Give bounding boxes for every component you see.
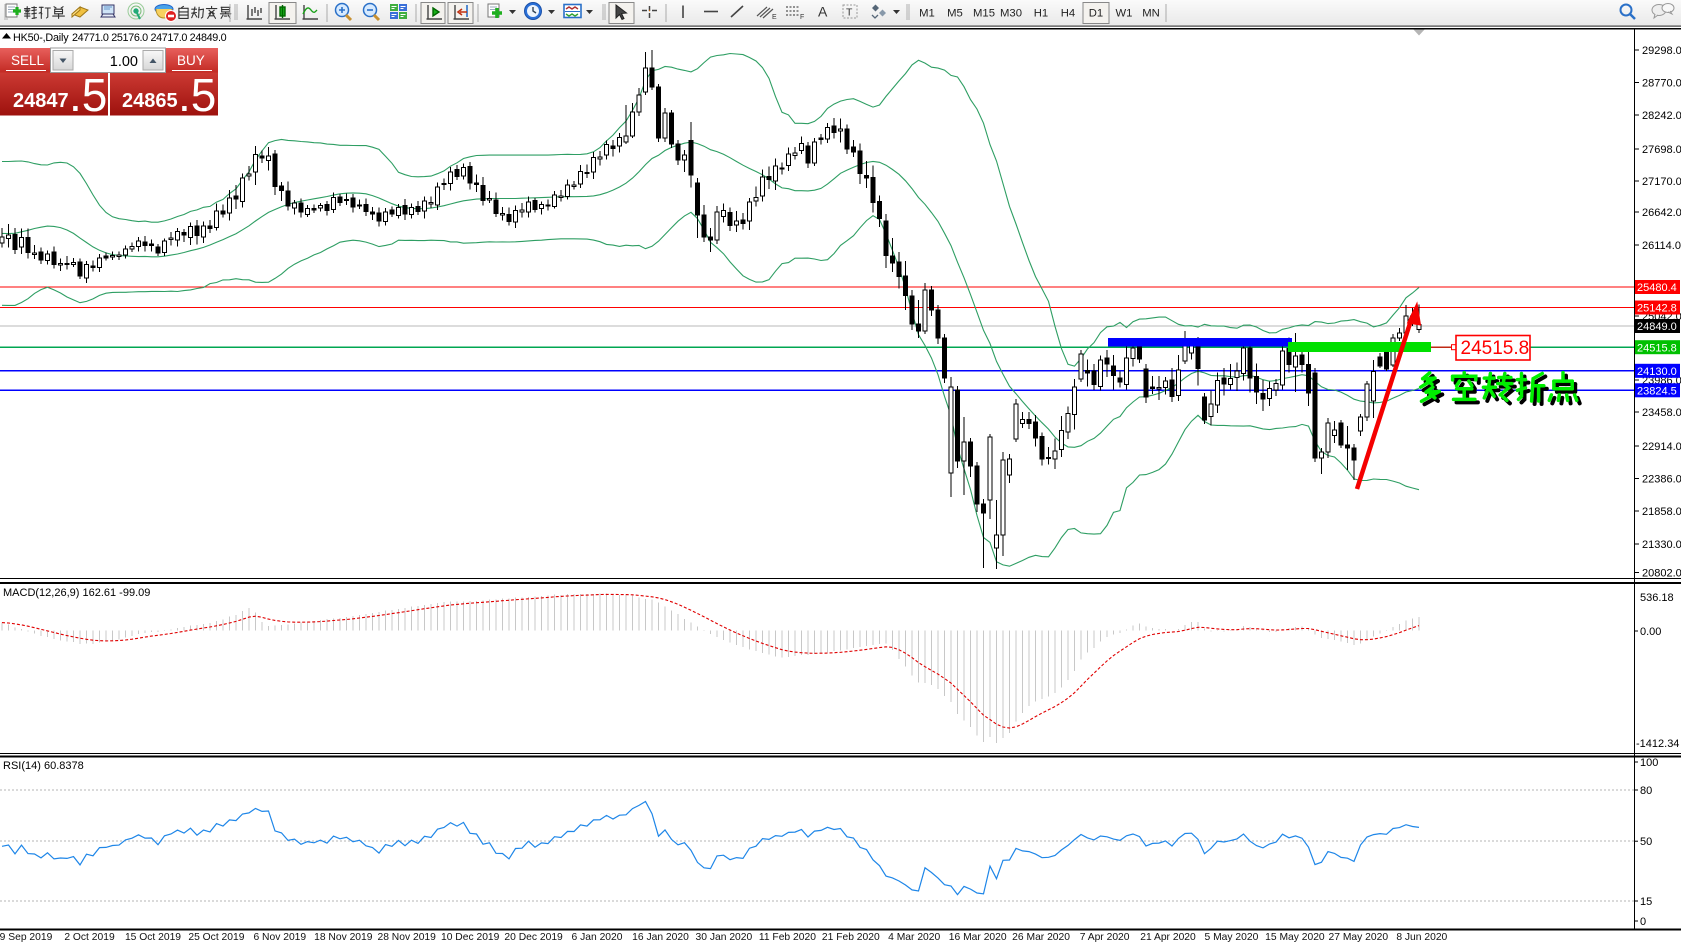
svg-text:28770.0: 28770.0: [1642, 78, 1681, 90]
svg-text:W1: W1: [1116, 8, 1133, 20]
svg-text:RSI(14) 60.8378: RSI(14) 60.8378: [3, 760, 84, 772]
svg-text:SELL: SELL: [11, 53, 45, 68]
svg-text:50: 50: [1640, 836, 1652, 848]
svg-text:A: A: [818, 4, 828, 20]
svg-text:15 Oct 2019: 15 Oct 2019: [125, 932, 181, 943]
svg-text:E: E: [772, 14, 777, 21]
svg-text:7 Apr 2020: 7 Apr 2020: [1080, 932, 1130, 943]
svg-text:0.00: 0.00: [1640, 626, 1661, 638]
svg-text:15 May 2020: 15 May 2020: [1265, 932, 1325, 943]
svg-text:16 Mar 2020: 16 Mar 2020: [949, 932, 1007, 943]
svg-text:D1: D1: [1089, 8, 1103, 20]
svg-text:24515.8: 24515.8: [1461, 338, 1530, 359]
svg-text:.5: .5: [178, 69, 216, 121]
svg-text:25142.8: 25142.8: [1637, 303, 1677, 315]
svg-text:24847: 24847: [13, 90, 69, 112]
svg-text:MACD(12,26,9) 162.61 -99.09: MACD(12,26,9) 162.61 -99.09: [3, 587, 150, 599]
svg-text:100: 100: [1640, 757, 1658, 769]
svg-text:15: 15: [1640, 896, 1652, 908]
svg-text:22914.0: 22914.0: [1642, 441, 1681, 453]
svg-text:T: T: [846, 7, 853, 19]
svg-text:80: 80: [1640, 785, 1652, 797]
svg-text:.5: .5: [69, 69, 107, 121]
svg-text:21330.0: 21330.0: [1642, 539, 1681, 551]
svg-text:6 Jan 2020: 6 Jan 2020: [572, 932, 623, 943]
svg-text:24771.0 25176.0 24717.0 24849.: 24771.0 25176.0 24717.0 24849.0: [72, 32, 227, 44]
svg-text:H4: H4: [1061, 8, 1075, 20]
svg-text:M1: M1: [919, 8, 935, 20]
svg-text:BUY: BUY: [177, 53, 205, 68]
svg-text:23458.0: 23458.0: [1642, 407, 1681, 419]
svg-text:25480.4: 25480.4: [1637, 282, 1677, 294]
svg-text:5 May 2020: 5 May 2020: [1204, 932, 1258, 943]
svg-text:28242.0: 28242.0: [1642, 110, 1681, 122]
svg-text:21 Apr 2020: 21 Apr 2020: [1140, 932, 1196, 943]
svg-text:M30: M30: [1000, 8, 1022, 20]
svg-text:MN: MN: [1142, 8, 1160, 20]
svg-text:26114.0: 26114.0: [1642, 240, 1681, 252]
svg-text:27170.0: 27170.0: [1642, 176, 1681, 188]
svg-text:25 Oct 2019: 25 Oct 2019: [188, 932, 244, 943]
svg-text:26642.0: 26642.0: [1642, 207, 1681, 219]
svg-text:8 Jun 2020: 8 Jun 2020: [1396, 932, 1447, 943]
svg-text:21858.0: 21858.0: [1642, 506, 1681, 518]
svg-text:H1: H1: [1034, 8, 1048, 20]
svg-text:20802.0: 20802.0: [1642, 568, 1681, 580]
svg-text:28 Nov 2019: 28 Nov 2019: [377, 932, 436, 943]
svg-text:22386.0: 22386.0: [1642, 473, 1681, 485]
svg-text:24515.8: 24515.8: [1637, 342, 1677, 354]
svg-text:21 Feb 2020: 21 Feb 2020: [822, 932, 880, 943]
svg-text:F: F: [800, 14, 804, 21]
svg-text:30 Jan 2020: 30 Jan 2020: [696, 932, 753, 943]
svg-text:-1412.34: -1412.34: [1636, 738, 1679, 750]
svg-text:1.00: 1.00: [110, 54, 138, 70]
svg-text:29298.0: 29298.0: [1642, 45, 1681, 57]
svg-text:9 Sep 2019: 9 Sep 2019: [0, 932, 53, 943]
svg-text:23824.5: 23824.5: [1637, 386, 1677, 398]
svg-text:10 Dec 2019: 10 Dec 2019: [441, 932, 500, 943]
svg-text:HK50-,Daily: HK50-,Daily: [13, 32, 69, 44]
svg-text:536.18: 536.18: [1640, 592, 1674, 604]
svg-text:16 Jan 2020: 16 Jan 2020: [632, 932, 689, 943]
svg-text:24849.0: 24849.0: [1637, 321, 1677, 333]
svg-text:M5: M5: [947, 8, 963, 20]
svg-text:26 Mar 2020: 26 Mar 2020: [1012, 932, 1070, 943]
svg-text:4 Mar 2020: 4 Mar 2020: [888, 932, 940, 943]
svg-text:6 Nov 2019: 6 Nov 2019: [253, 932, 306, 943]
svg-text:11 Feb 2020: 11 Feb 2020: [759, 932, 816, 943]
svg-text:0: 0: [1640, 916, 1646, 928]
svg-text:24130.0: 24130.0: [1637, 366, 1677, 378]
svg-text:24865: 24865: [122, 90, 178, 112]
svg-text:27698.0: 27698.0: [1642, 144, 1681, 156]
svg-text:20 Dec 2019: 20 Dec 2019: [504, 932, 563, 943]
svg-text:18 Nov 2019: 18 Nov 2019: [314, 932, 373, 943]
svg-text:27 May 2020: 27 May 2020: [1329, 932, 1389, 943]
svg-text:M15: M15: [973, 8, 995, 20]
svg-text:2 Oct 2019: 2 Oct 2019: [64, 932, 115, 943]
